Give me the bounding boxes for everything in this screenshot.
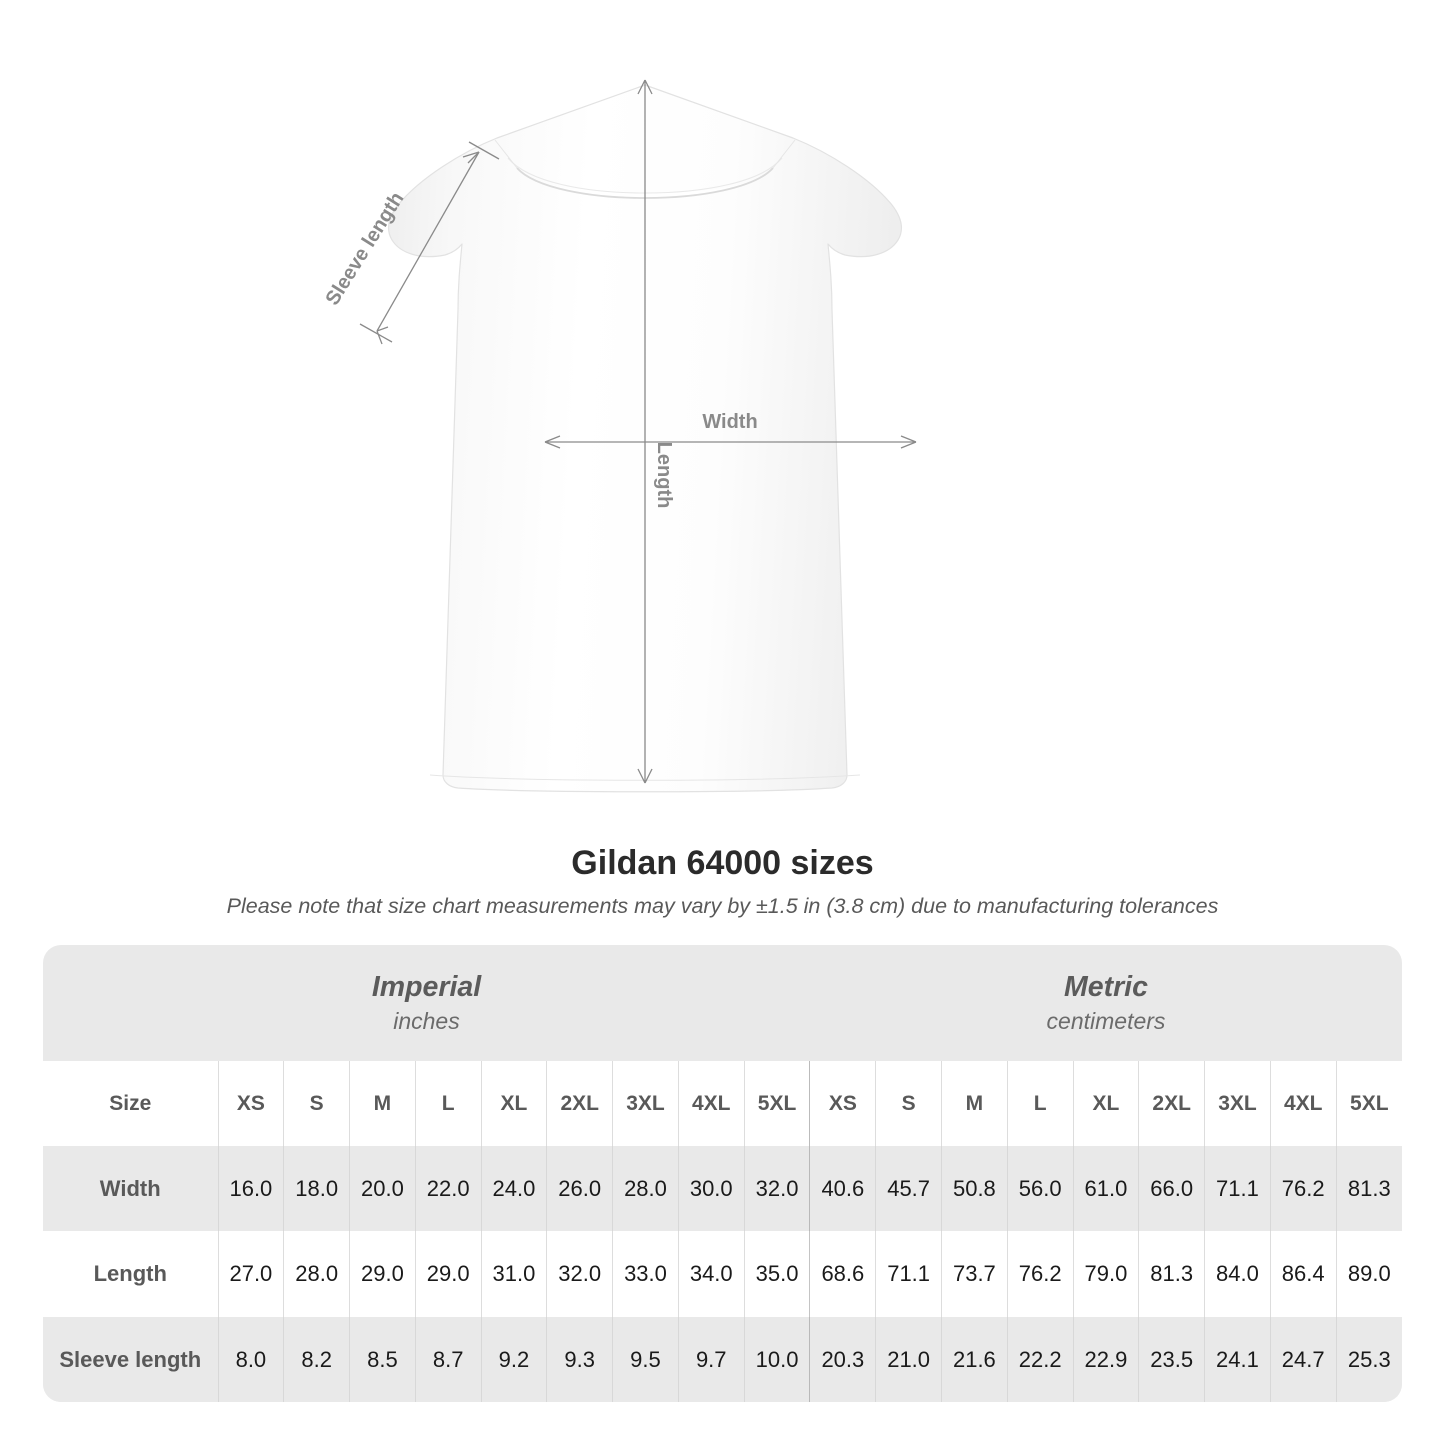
svg-text:Width: Width	[702, 411, 757, 433]
svg-text:Sleeve length: Sleeve length	[321, 188, 408, 309]
svg-text:Length: Length	[653, 442, 675, 509]
